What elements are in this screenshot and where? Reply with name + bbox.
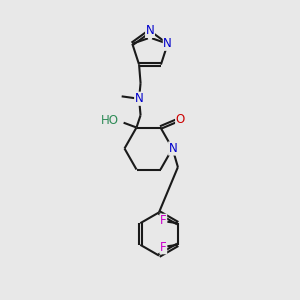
Text: N: N [163,37,172,50]
Text: N: N [135,92,143,105]
Text: O: O [176,113,185,126]
Text: F: F [160,241,166,254]
Text: N: N [169,142,178,155]
Text: HO: HO [100,114,118,128]
Text: N: N [146,24,154,38]
Text: F: F [160,214,166,227]
